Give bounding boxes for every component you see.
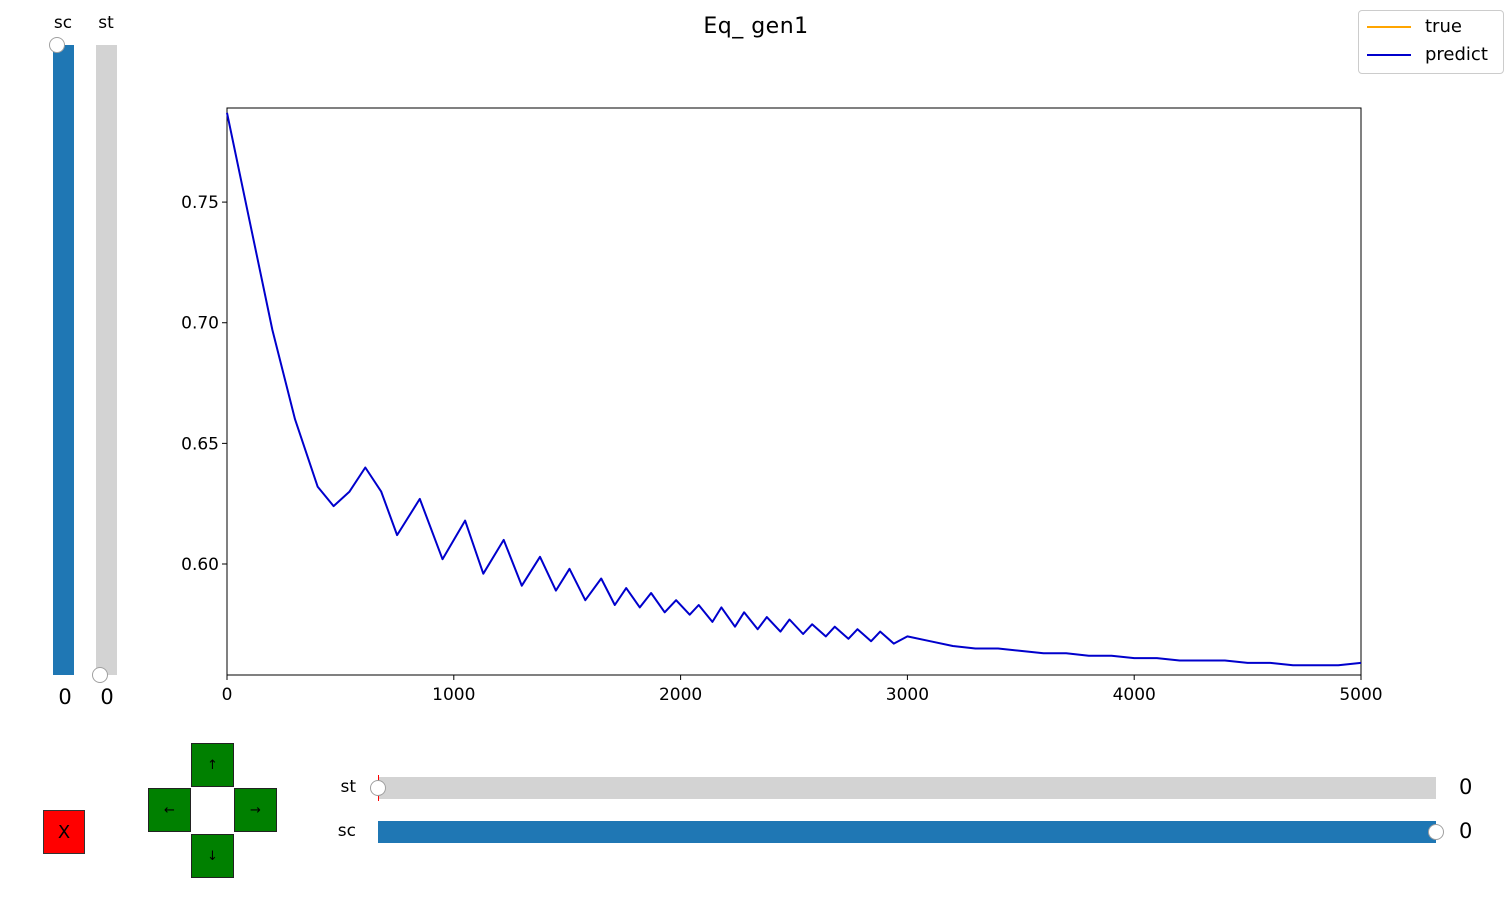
line-chart: 0 1000 2000 3000 4000 5000 0.60 0.65 0.70 0.75	[181, 107, 1383, 705]
close-button[interactable]: X	[43, 810, 85, 854]
bottom-slider-st-label: st	[340, 777, 356, 797]
left-slider-sc-fill	[53, 45, 74, 675]
arrow-left-button[interactable]: ←	[148, 788, 191, 832]
arrow-right-button[interactable]: →	[234, 788, 277, 832]
left-slider-st-label: st	[98, 13, 114, 33]
series-line-predict	[226, 112, 1362, 667]
y-tick-label: 0.70	[181, 314, 219, 334]
bottom-slider-sc-fill	[378, 821, 1436, 843]
y-tick-label: 0.60	[181, 555, 219, 575]
bottom-slider-st-track[interactable]	[370, 775, 1436, 801]
x-tick-label: 5000	[1339, 685, 1382, 705]
x-tick-label: 1000	[432, 685, 475, 705]
y-tick-label: 0.75	[181, 193, 219, 213]
bottom-slider-sc-track[interactable]	[378, 821, 1444, 843]
left-slider-sc-value: 0	[58, 685, 72, 709]
x-tick-label: 3000	[886, 685, 929, 705]
plot-frame	[226, 107, 1362, 676]
left-slider-sc-track[interactable]	[49, 37, 74, 675]
legend-swatch-predict	[1367, 54, 1411, 56]
bottom-slider-sc-label: sc	[337, 821, 356, 841]
left-slider-st-value: 0	[100, 685, 114, 709]
arrow-down-button[interactable]: ↓	[191, 834, 234, 878]
bottom-slider-sc-value: 0	[1459, 819, 1473, 843]
arrow-up-button[interactable]: ↑	[191, 743, 234, 787]
legend-label-true: true	[1425, 16, 1462, 37]
left-slider-st-handle[interactable]	[92, 667, 108, 683]
chart-legend: true predict	[1358, 10, 1504, 74]
x-tick-label: 2000	[659, 685, 702, 705]
y-tick-label: 0.65	[181, 434, 219, 454]
bottom-slider-sc-handle[interactable]	[1428, 824, 1444, 840]
x-tick-label: 0	[222, 685, 233, 705]
legend-swatch-true	[1367, 26, 1411, 28]
left-slider-st-track[interactable]	[92, 45, 117, 683]
left-slider-sc-handle[interactable]	[49, 37, 65, 53]
bottom-slider-st-value: 0	[1459, 775, 1473, 799]
x-tick-label: 4000	[1113, 685, 1156, 705]
left-slider-sc-label: sc	[53, 13, 73, 33]
bottom-slider-st-handle[interactable]	[370, 780, 386, 796]
legend-label-predict: predict	[1425, 44, 1488, 65]
chart-title: Eq_ gen1	[703, 14, 809, 39]
